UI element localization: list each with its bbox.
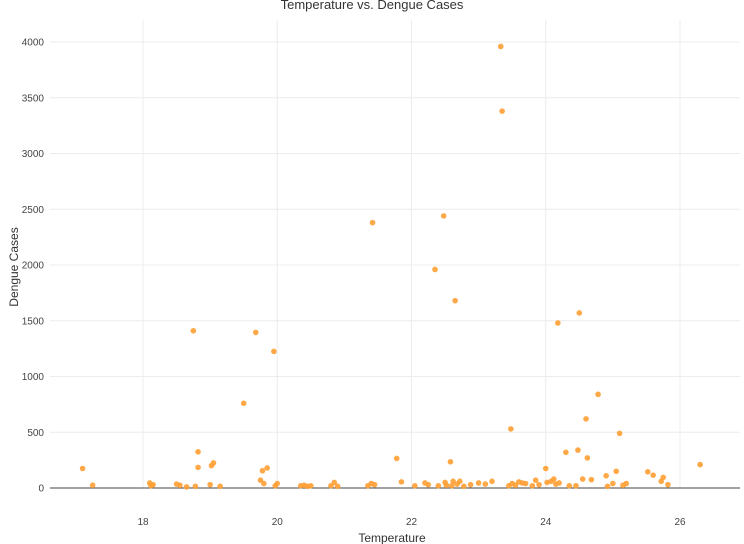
data-point[interactable] — [583, 416, 589, 422]
data-point[interactable] — [210, 460, 217, 466]
data-point[interactable] — [584, 455, 591, 461]
y-tick-label: 2500 — [22, 205, 45, 216]
data-point[interactable] — [566, 482, 573, 489]
data-point[interactable] — [192, 483, 199, 490]
data-point[interactable] — [412, 482, 418, 489]
data-point[interactable] — [217, 483, 223, 490]
data-point[interactable] — [252, 329, 259, 336]
x-tick-label: 22 — [406, 517, 418, 528]
y-tick-label: 500 — [27, 428, 44, 439]
data-point[interactable] — [508, 426, 514, 432]
y-tick-label: 1000 — [22, 372, 45, 383]
data-point[interactable] — [261, 480, 267, 487]
data-point[interactable] — [190, 327, 197, 334]
data-point[interactable] — [623, 480, 630, 487]
data-point[interactable] — [482, 481, 489, 487]
data-point[interactable] — [529, 482, 536, 489]
y-tick-label: 3500 — [22, 93, 45, 104]
data-point[interactable] — [497, 43, 504, 50]
data-point[interactable] — [563, 449, 569, 456]
data-point[interactable] — [613, 468, 620, 475]
data-point[interactable] — [542, 465, 549, 472]
data-point[interactable] — [697, 461, 703, 468]
x-tick-label: 24 — [540, 517, 552, 528]
data-point[interactable] — [308, 482, 314, 489]
y-axis-title: Dengue Cases — [7, 227, 21, 306]
y-tick-label: 2000 — [22, 261, 45, 272]
data-point[interactable] — [331, 479, 338, 486]
data-point[interactable] — [393, 455, 400, 462]
data-point[interactable] — [334, 483, 341, 490]
data-point[interactable] — [576, 310, 583, 316]
chart-title: Temperature vs. Dengue Cases — [281, 0, 464, 12]
data-point[interactable] — [447, 458, 454, 465]
data-point[interactable] — [435, 482, 442, 489]
data-point[interactable] — [650, 472, 656, 478]
data-point[interactable] — [79, 465, 86, 472]
data-point[interactable] — [575, 447, 581, 453]
data-point[interactable] — [448, 482, 455, 489]
data-point[interactable] — [588, 476, 595, 483]
data-point[interactable] — [536, 481, 542, 488]
data-point[interactable] — [556, 480, 562, 486]
data-point[interactable] — [522, 480, 529, 487]
x-tick-label: 18 — [137, 517, 149, 528]
data-point[interactable] — [499, 108, 505, 114]
data-point[interactable] — [259, 467, 266, 474]
data-point[interactable] — [452, 297, 458, 304]
y-tick-label: 3000 — [22, 149, 45, 160]
x-tick-label: 20 — [272, 517, 284, 528]
data-point[interactable] — [595, 391, 601, 398]
data-point[interactable] — [195, 448, 201, 455]
tick-labels: 0 500 1000 1500 2000 2500 3000 3500 4000 18 20 22 24… — [22, 38, 686, 529]
data-point[interactable] — [475, 480, 482, 486]
data-point[interactable] — [443, 482, 450, 489]
data-point[interactable] — [207, 481, 213, 488]
x-tick-label: 26 — [674, 517, 686, 528]
data-points — [79, 43, 703, 490]
data-point[interactable] — [195, 464, 201, 471]
data-point[interactable] — [89, 482, 96, 489]
data-point[interactable] — [579, 476, 586, 482]
data-point[interactable] — [603, 472, 609, 479]
data-point[interactable] — [604, 483, 611, 490]
data-point[interactable] — [274, 480, 281, 487]
data-point[interactable] — [177, 482, 183, 489]
data-point[interactable] — [555, 320, 561, 326]
x-axis-title: Temperature — [358, 531, 426, 544]
data-point[interactable] — [425, 481, 432, 488]
y-tick-label: 0 — [38, 484, 44, 495]
data-point[interactable] — [450, 478, 456, 485]
y-tick-label: 4000 — [22, 38, 45, 49]
data-point[interactable] — [644, 469, 651, 475]
data-point[interactable] — [457, 478, 463, 485]
data-point[interactable] — [440, 213, 447, 219]
data-point[interactable] — [461, 483, 467, 490]
data-point[interactable] — [610, 480, 616, 487]
data-point[interactable] — [398, 479, 405, 485]
data-point[interactable] — [665, 481, 671, 488]
data-point[interactable] — [432, 266, 438, 273]
data-point[interactable] — [150, 481, 156, 488]
data-point[interactable] — [240, 400, 247, 407]
data-point[interactable] — [271, 348, 277, 355]
data-point[interactable] — [551, 476, 557, 482]
data-point[interactable] — [489, 478, 495, 485]
data-point[interactable] — [532, 477, 539, 483]
data-point[interactable] — [467, 481, 474, 488]
data-point[interactable] — [371, 481, 378, 488]
data-point[interactable] — [616, 430, 623, 437]
data-point[interactable] — [573, 482, 579, 489]
data-point[interactable] — [369, 219, 376, 226]
y-tick-label: 1500 — [22, 316, 45, 327]
grid-lines — [50, 20, 740, 488]
data-point[interactable] — [183, 484, 190, 490]
data-point[interactable] — [660, 474, 667, 481]
data-point[interactable] — [264, 465, 270, 471]
